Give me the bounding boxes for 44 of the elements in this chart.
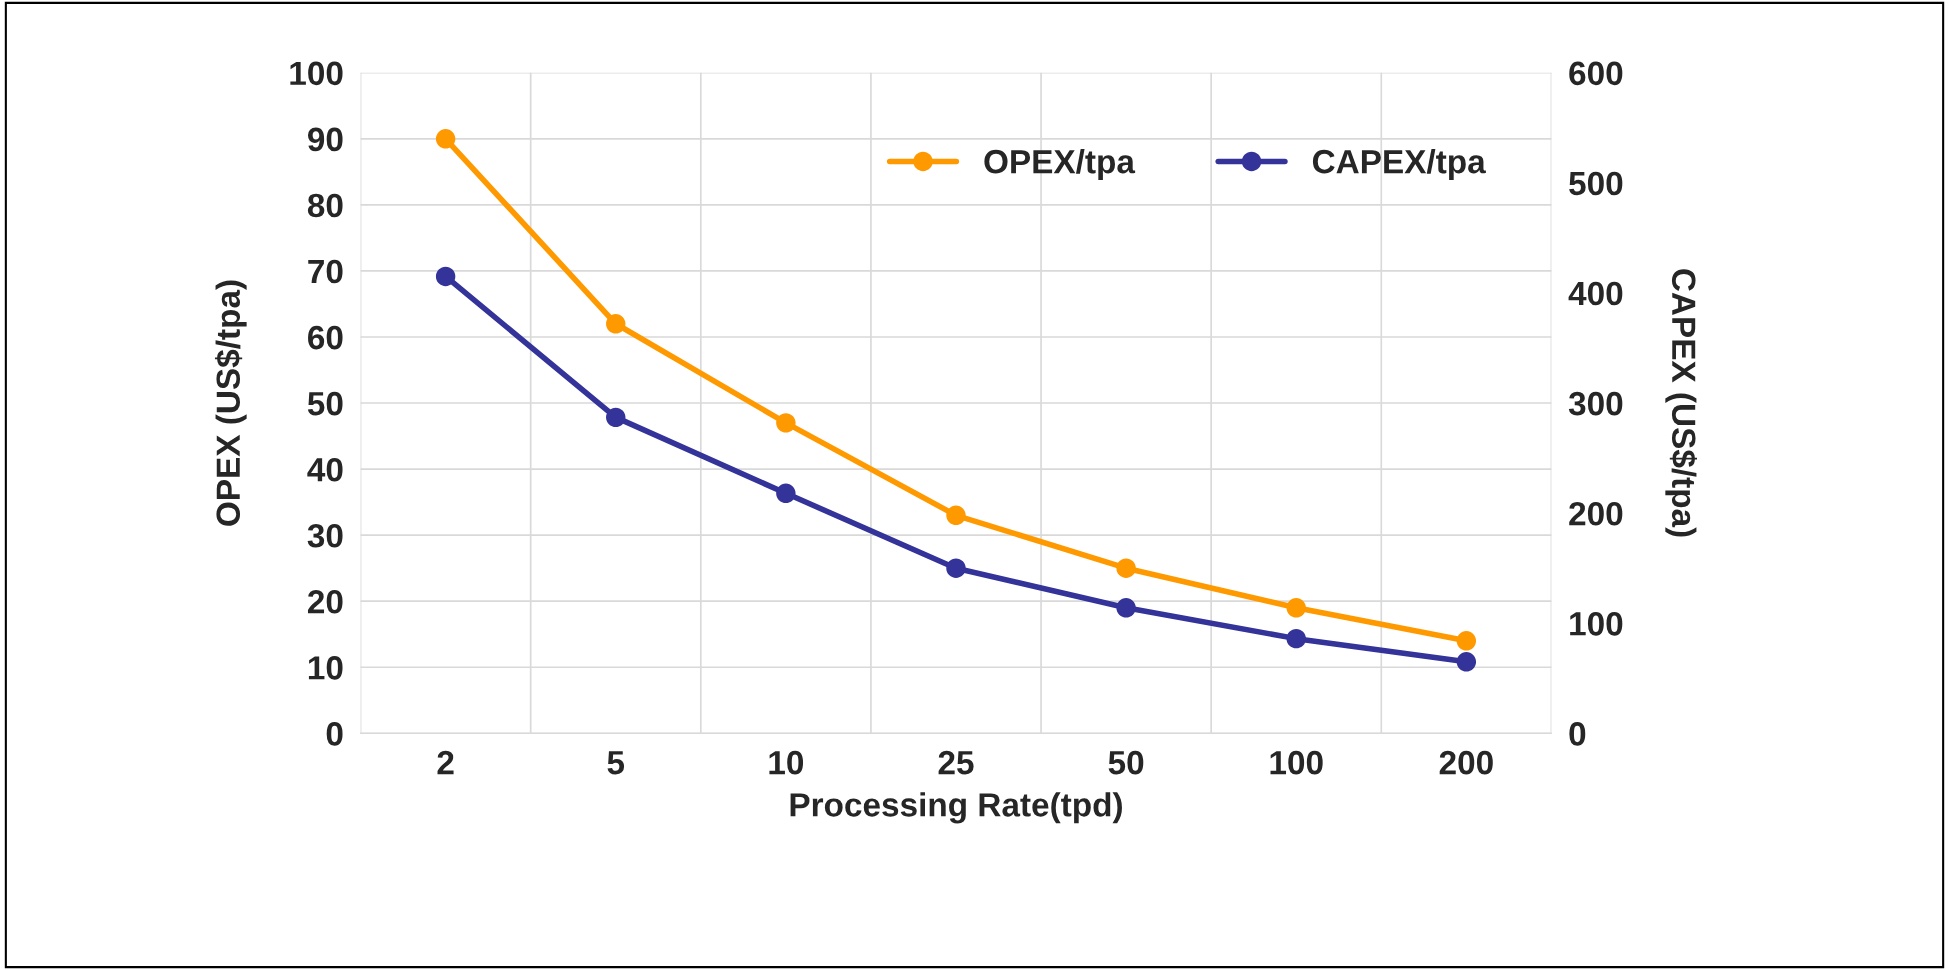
y-tick-label: 30 [307,523,343,548]
point [1116,558,1136,578]
x-tick-label: 10 [769,750,804,775]
point [946,505,966,526]
point [1286,628,1306,649]
y-tick-label: 40 [307,457,343,482]
y2-tick-label: 500 [1569,171,1623,196]
y2-tick-label: 600 [1569,61,1623,86]
y2-tick-label: 0 [1569,722,1586,746]
y-tick-label: 0 [326,722,343,746]
x-tick-label: 200 [1439,750,1493,775]
point [946,558,966,578]
y-tick-label: 70 [308,259,343,284]
y2-axis-title: CAPEX (US$/tpa) [1665,269,1697,537]
legend-label: CAPEX/tpa [1312,148,1486,181]
x-tick-label: 5 [607,751,625,775]
point [606,314,626,334]
point [435,129,456,149]
y-tick-label: 10 [308,656,343,680]
point [606,407,626,428]
x-axis-title: Processing Rate(tpd) [790,792,1122,824]
x-tick-label: 50 [1108,750,1144,775]
y-tick-label: 50 [307,391,343,416]
y2-tick-label: 100 [1570,612,1623,636]
y2-tick-label: 300 [1568,391,1623,416]
point [1286,598,1306,618]
y-tick-label: 80 [307,193,343,218]
x-tick-label: 2 [437,750,454,775]
point [1456,652,1477,672]
y-tick-label: 60 [308,325,343,350]
y-tick-label: 100 [290,61,343,86]
point [1116,598,1136,618]
legend-label: OPEX/tpa [984,148,1136,181]
y-tick-label: 20 [307,590,343,614]
y2-tick-label: 400 [1568,281,1623,306]
point [1456,631,1477,651]
x-tick-label: 25 [938,750,974,775]
x-tick-label: 100 [1270,750,1323,775]
point [435,266,456,287]
point [776,413,796,433]
point [776,483,796,504]
y-tick-label: 90 [307,127,343,152]
y-axis-title: OPEX (US$/tpa) [214,280,247,526]
y2-tick-label: 200 [1569,501,1623,526]
